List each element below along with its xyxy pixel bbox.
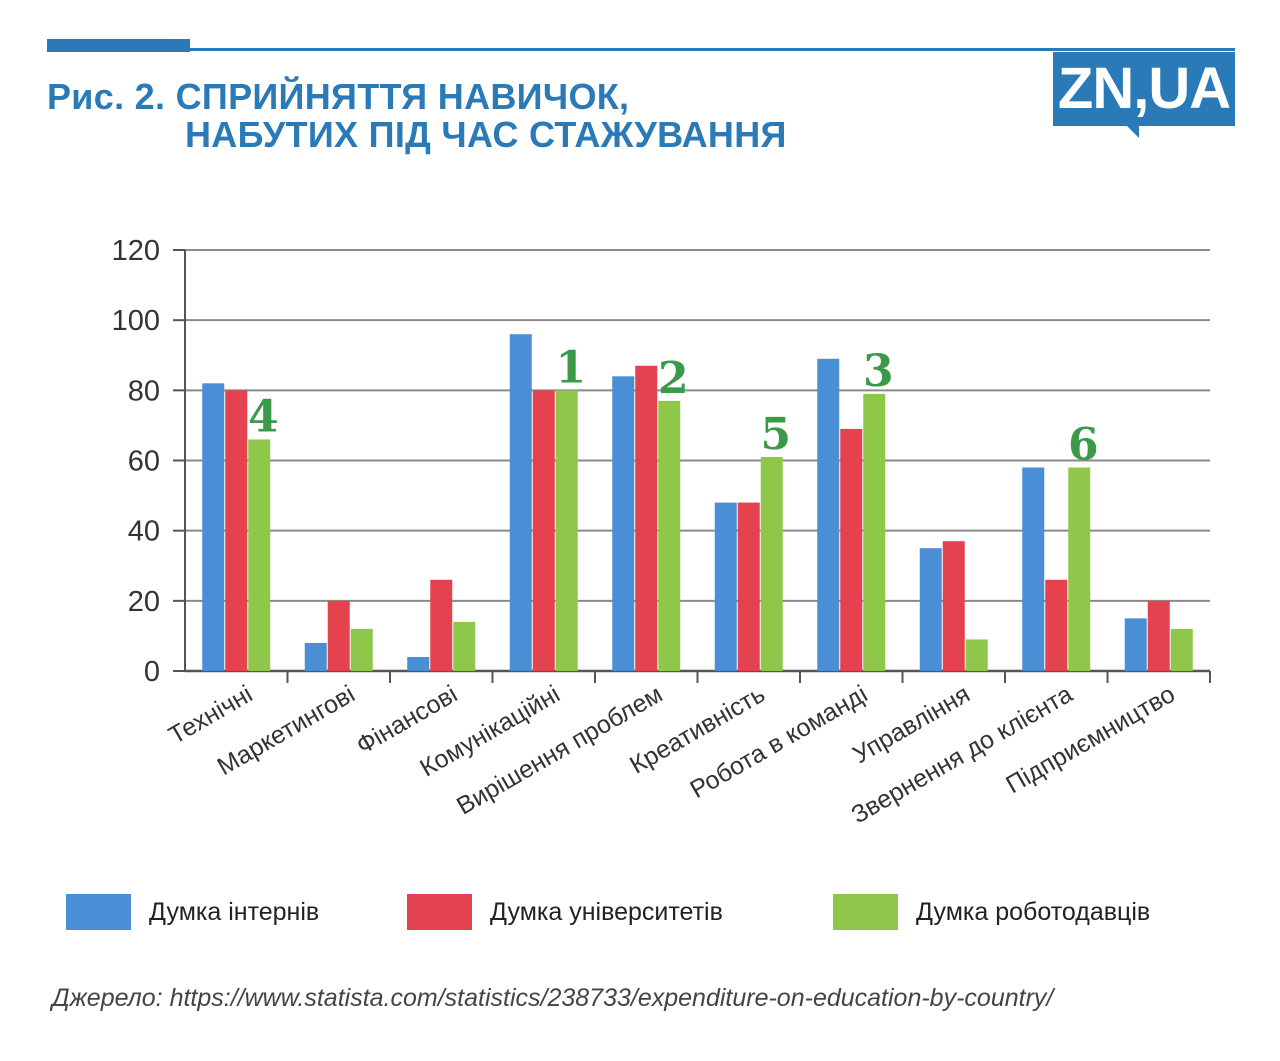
bar-employers [248, 439, 271, 671]
rank-annotation: 5 [760, 409, 791, 460]
rank-annotation: 2 [658, 353, 689, 404]
x-tick-label: Підприємництво [1001, 680, 1179, 799]
bar-universities [430, 579, 453, 671]
bar-chart: 020406080100120ТехнічніМаркетинговіФінан… [112, 235, 1211, 829]
y-tick-label: 120 [112, 235, 160, 267]
legend-item-interns: Думка інтернів [66, 894, 319, 930]
bar-universities [1045, 579, 1068, 671]
rank-annotation: 1 [555, 342, 586, 393]
bar-interns [817, 358, 840, 671]
bar-interns [407, 656, 430, 671]
bar-interns [1022, 467, 1045, 671]
rank-annotation: 4 [248, 391, 279, 442]
bar-universities [327, 600, 350, 671]
rank-annotation: 3 [863, 346, 894, 397]
bar-interns [509, 334, 532, 671]
bar-employers [453, 621, 476, 671]
bar-employers [1068, 467, 1091, 671]
y-tick-label: 40 [128, 516, 160, 548]
zn-ua-logo: ZN,UA [1053, 52, 1235, 126]
bar-employers [965, 639, 988, 671]
legend-label: Думка роботодавців [916, 897, 1151, 926]
bar-employers [555, 390, 578, 671]
x-tick-label: Робота в команді [685, 680, 872, 804]
bar-interns [202, 383, 225, 671]
legend-item-employers: Думка роботодавців [833, 894, 1150, 930]
bar-interns [919, 548, 942, 671]
bar-universities [840, 428, 863, 671]
title-line-2: НАБУТИХ ПІД ЧАС СТАЖУВАННЯ [185, 114, 787, 155]
bar-universities [532, 390, 555, 671]
bar-universities [737, 502, 760, 671]
title-line-1: Рис. 2. СПРИЙНЯТТЯ НАВИЧОК, [47, 76, 630, 117]
rank-annotation: 6 [1068, 420, 1099, 471]
legend-label: Думка університетів [490, 897, 723, 926]
bar-universities [225, 390, 248, 671]
legend-swatch-green [833, 894, 898, 930]
bar-employers [760, 456, 783, 671]
y-tick-label: 60 [128, 446, 160, 478]
bar-employers [658, 400, 681, 671]
bar-universities [635, 365, 658, 671]
bar-employers [863, 393, 886, 671]
header-rule [190, 48, 1235, 51]
source-note: Джерело: https://www.statista.com/statis… [52, 984, 1054, 1012]
header-accent-bar [47, 39, 190, 52]
legend-swatch-blue [66, 894, 131, 930]
bar-interns [304, 642, 327, 671]
bar-interns [612, 376, 635, 671]
bar-universities [1147, 600, 1170, 671]
y-tick-label: 20 [128, 586, 160, 618]
y-tick-label: 0 [144, 656, 160, 688]
bar-employers [350, 628, 373, 671]
logo-speech-tail [1125, 124, 1139, 138]
legend-label: Думка інтернів [149, 897, 320, 926]
bar-employers [1170, 628, 1193, 671]
y-tick-label: 80 [128, 375, 160, 407]
legend-item-universities: Думка університетів [407, 894, 723, 930]
bar-universities [942, 541, 965, 671]
bar-interns [714, 502, 737, 671]
legend: Думка інтернів Думка університетів Думка… [66, 894, 1216, 934]
y-tick-label: 100 [112, 305, 160, 337]
bar-interns [1124, 618, 1147, 671]
chart-title: Рис. 2. СПРИЙНЯТТЯ НАВИЧОК, НАБУТИХ ПІД … [47, 78, 787, 154]
legend-swatch-red [407, 894, 472, 930]
